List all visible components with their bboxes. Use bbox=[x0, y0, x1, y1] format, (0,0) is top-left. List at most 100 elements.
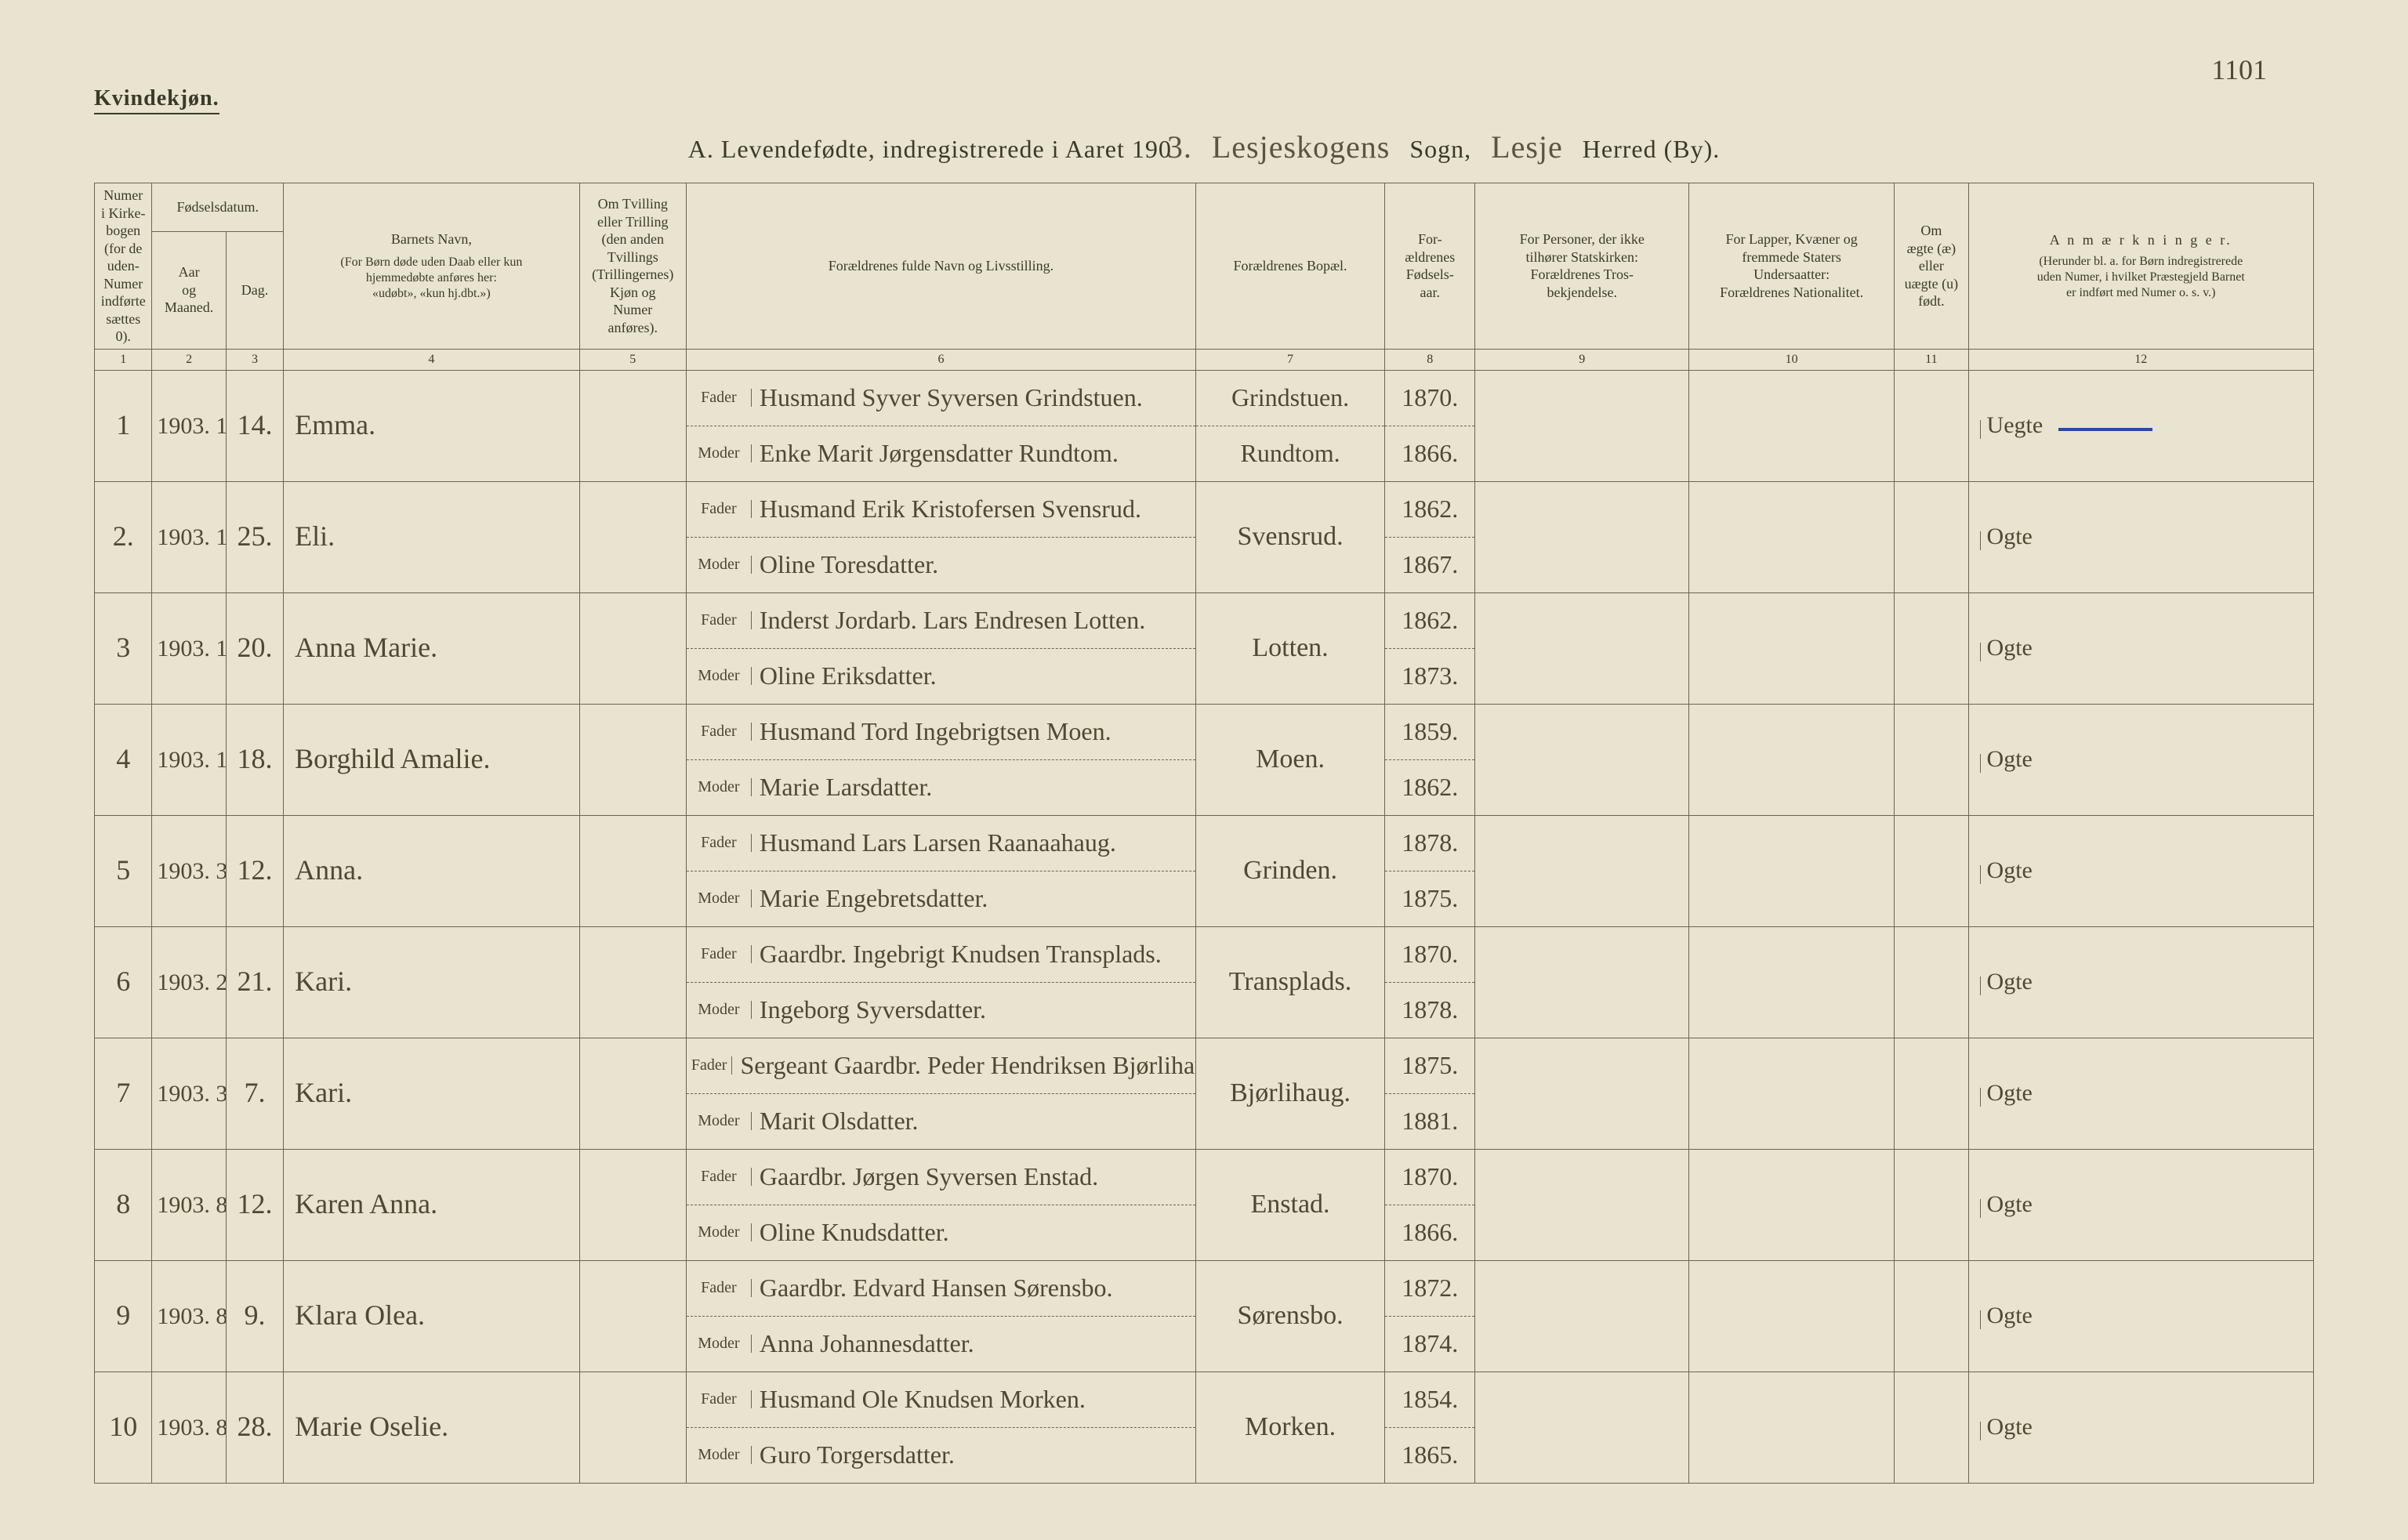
legitimacy-cell bbox=[1895, 481, 1968, 592]
entry-day: 14. bbox=[226, 370, 283, 481]
title-a: A. bbox=[688, 135, 714, 163]
hdr-legitimate: Om ægte (æ) eller uægte (u) født. bbox=[1895, 183, 1968, 350]
entry-yearmonth: 1903. 8. bbox=[152, 1372, 226, 1483]
confession-cell bbox=[1475, 481, 1689, 592]
residence: Grindstuen. bbox=[1195, 370, 1384, 426]
moder-label: Moder bbox=[691, 1112, 752, 1130]
colnum: 9 bbox=[1475, 349, 1689, 370]
father-cell: FaderGaardbr. Jørgen Syversen Enstad. bbox=[686, 1149, 1195, 1205]
entry-number: 6 bbox=[95, 926, 152, 1038]
remarks-cell: Ogte bbox=[1968, 704, 2313, 815]
colnum: 3 bbox=[226, 349, 283, 370]
twin-cell bbox=[579, 481, 686, 592]
colnum: 6 bbox=[686, 349, 1195, 370]
hdr-num: Numer i Kirke- bogen (for de uden- Numer… bbox=[95, 183, 152, 350]
mother-cell: ModerMarit Olsdatter. bbox=[686, 1093, 1195, 1149]
father-name: Sergeant Gaardbr. Peder Hendriksen Bjørl… bbox=[740, 1052, 1195, 1079]
entry-yearmonth: 1903. 12. bbox=[152, 370, 226, 481]
table-header: Numer i Kirke- bogen (for de uden- Numer… bbox=[95, 183, 2314, 371]
confession-cell bbox=[1475, 370, 1689, 481]
parent-birthyear: 1854. bbox=[1385, 1372, 1475, 1427]
twin-cell bbox=[579, 1038, 686, 1149]
twin-cell bbox=[579, 1372, 686, 1483]
legitimacy-word: Ogte bbox=[1987, 857, 2033, 883]
entry-day: 7. bbox=[226, 1038, 283, 1149]
nationality-cell bbox=[1689, 592, 1895, 704]
father-name: Husmand Lars Larsen Raanaahaug. bbox=[760, 829, 1116, 857]
fader-label: Fader bbox=[691, 1390, 752, 1408]
register-page: 1 10 1 Kvindekjøn. A. Levendefødte, indreg… bbox=[0, 0, 2408, 1540]
residence: Enstad. bbox=[1195, 1149, 1384, 1260]
parent-birthyear: 1870. bbox=[1385, 1149, 1475, 1205]
gender-label: Kvindekjøn. bbox=[94, 86, 219, 114]
father-name: Husmand Tord Ingebrigtsen Moen. bbox=[760, 718, 1112, 745]
confession-cell bbox=[1475, 1372, 1689, 1483]
entry-day: 12. bbox=[226, 1149, 283, 1260]
entry-number: 5 bbox=[95, 815, 152, 926]
confession-cell bbox=[1475, 1260, 1689, 1372]
entry-number: 1 bbox=[95, 370, 152, 481]
mother-cell: ModerOline Eriksdatter. bbox=[686, 648, 1195, 704]
legitimacy-word: Uegte bbox=[1987, 412, 2044, 438]
father-name: Gaardbr. Edvard Hansen Sørensbo. bbox=[760, 1274, 1113, 1302]
nationality-cell bbox=[1689, 1149, 1895, 1260]
entry-yearmonth: 1903. 8. bbox=[152, 1260, 226, 1372]
mother-cell: ModerAnna Johannesdatter. bbox=[686, 1316, 1195, 1372]
mother-cell: ModerMarie Engebretsdatter. bbox=[686, 871, 1195, 926]
blue-underline-icon bbox=[2058, 428, 2152, 431]
father-cell: FaderGaardbr. Edvard Hansen Sørensbo. bbox=[686, 1260, 1195, 1316]
child-name: Anna Marie. bbox=[284, 592, 579, 704]
mother-cell: ModerEnke Marit Jørgensdatter Rundtom. bbox=[686, 426, 1195, 481]
table-row: 51903. 3.12.Anna.FaderHusmand Lars Larse… bbox=[95, 815, 2314, 871]
parent-birthyear: 1873. bbox=[1385, 648, 1475, 704]
child-name: Marie Oselie. bbox=[284, 1372, 579, 1483]
moder-label: Moder bbox=[691, 1001, 752, 1019]
legitimacy-word: Ogte bbox=[1987, 635, 2033, 661]
colnum: 10 bbox=[1689, 349, 1895, 370]
legitimacy-word: Ogte bbox=[1987, 524, 2033, 549]
mother-cell: ModerOline Knudsdatter. bbox=[686, 1205, 1195, 1260]
colnum: 1 bbox=[95, 349, 152, 370]
entry-yearmonth: 1903. 12. bbox=[152, 481, 226, 592]
confession-cell bbox=[1475, 815, 1689, 926]
residence: Lotten. bbox=[1195, 592, 1384, 704]
entry-day: 28. bbox=[226, 1372, 283, 1483]
remarks-cell: Ogte bbox=[1968, 926, 2313, 1038]
sogn-name: Lesjeskogens bbox=[1199, 129, 1403, 165]
father-name: Gaardbr. Ingebrigt Knudsen Transplads. bbox=[760, 940, 1162, 968]
hdr-day: Dag. bbox=[226, 231, 283, 349]
nationality-cell bbox=[1689, 704, 1895, 815]
table-row: 41903. 1.18.Borghild Amalie.FaderHusmand… bbox=[95, 704, 2314, 759]
father-name: Gaardbr. Jørgen Syversen Enstad. bbox=[760, 1163, 1098, 1190]
parent-birthyear: 1878. bbox=[1385, 815, 1475, 871]
hdr-residence: Forældrenes Bopæl. bbox=[1195, 183, 1384, 350]
fader-label: Fader bbox=[691, 945, 752, 963]
entry-day: 20. bbox=[226, 592, 283, 704]
confession-cell bbox=[1475, 1149, 1689, 1260]
residence: Rundtom. bbox=[1195, 426, 1384, 481]
mother-cell: ModerMarie Larsdatter. bbox=[686, 759, 1195, 815]
moder-label: Moder bbox=[691, 1335, 752, 1353]
entry-number: 8 bbox=[95, 1149, 152, 1260]
remarks-cell: Ogte bbox=[1968, 1038, 2313, 1149]
remarks-cell: Ogte bbox=[1968, 592, 2313, 704]
legitimacy-word: Ogte bbox=[1987, 969, 2033, 995]
parent-birthyear: 1866. bbox=[1385, 426, 1475, 481]
residence: Sørensbo. bbox=[1195, 1260, 1384, 1372]
mother-name: Ingeborg Syversdatter. bbox=[760, 996, 986, 1024]
remarks-cell: Ogte bbox=[1968, 815, 2313, 926]
legitimacy-cell bbox=[1895, 926, 1968, 1038]
table-row: 81903. 8.12.Karen Anna.FaderGaardbr. Jør… bbox=[95, 1149, 2314, 1205]
table-row: 101903. 8.28.Marie Oselie.FaderHusmand O… bbox=[95, 1372, 2314, 1427]
father-cell: FaderHusmand Tord Ingebrigtsen Moen. bbox=[686, 704, 1195, 759]
residence: Bjørlihaug. bbox=[1195, 1038, 1384, 1149]
twin-cell bbox=[579, 592, 686, 704]
parent-birthyear: 1881. bbox=[1385, 1093, 1475, 1149]
nationality-cell bbox=[1689, 481, 1895, 592]
entry-day: 25. bbox=[226, 481, 283, 592]
title-main: Levendefødte, indregistrerede i Aaret 19… bbox=[721, 135, 1172, 163]
entry-number: 7 bbox=[95, 1038, 152, 1149]
twin-cell bbox=[579, 926, 686, 1038]
legitimacy-word: Ogte bbox=[1987, 1080, 2033, 1106]
hdr-twin: Om Tvilling eller Trilling (den anden Tv… bbox=[579, 183, 686, 350]
